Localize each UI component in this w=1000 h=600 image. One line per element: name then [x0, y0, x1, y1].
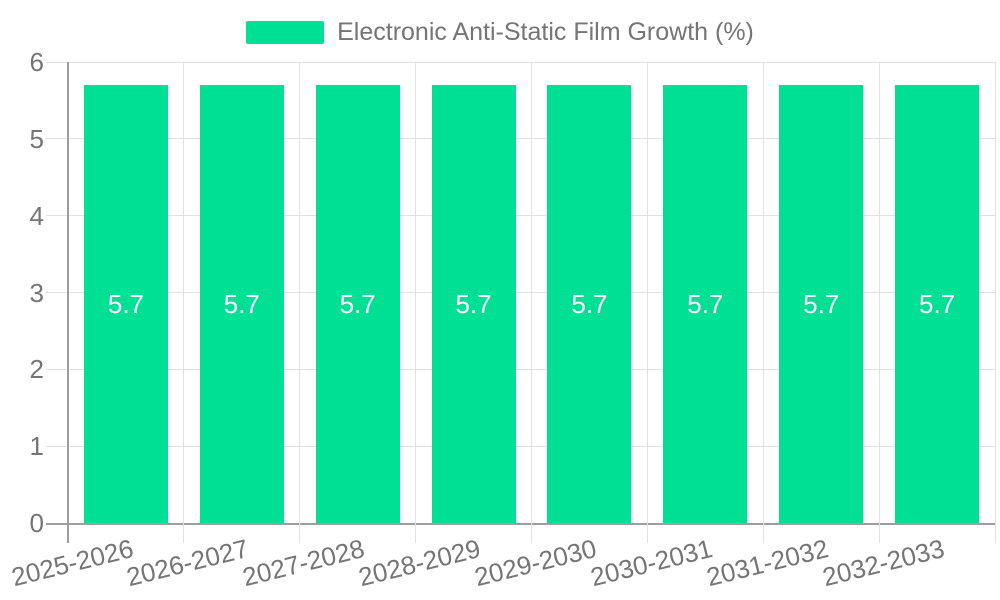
x-gridline [531, 62, 532, 523]
y-axis-tick-label: 2 [29, 354, 44, 385]
x-axis-tick [646, 523, 648, 543]
x-axis-tick [415, 523, 417, 543]
bar[interactable] [663, 85, 748, 523]
y-axis-tick-label: 6 [29, 47, 44, 77]
bar[interactable] [83, 85, 168, 523]
x-axis-tick-label: 2026-2027 [123, 533, 252, 593]
x-gridline [762, 62, 764, 523]
y-axis-line [67, 62, 69, 543]
x-axis-tick [299, 523, 301, 543]
x-gridline [994, 62, 996, 523]
bar-value-label: 5.7 [687, 289, 724, 320]
legend: Electronic Anti-Static Film Growth (%) [0, 18, 1000, 47]
y-axis-tick-label: 3 [29, 277, 44, 308]
bar-value-label: 5.7 [223, 289, 260, 320]
x-axis-line [46, 523, 995, 525]
x-axis-tick-label: 2027-2028 [239, 533, 368, 593]
x-axis-tick [531, 523, 532, 543]
y-axis-tick-label: 4 [29, 200, 44, 231]
y-gridline [46, 215, 995, 217]
x-axis-tick [183, 523, 185, 543]
x-axis-tick [762, 523, 764, 543]
bar[interactable] [547, 85, 632, 523]
bar[interactable] [779, 85, 864, 523]
x-axis-tick-label: 2029-2030 [471, 533, 600, 593]
bar-value-label: 5.7 [107, 289, 145, 320]
y-gridline [46, 368, 995, 370]
bar-value-label: 5.7 [803, 289, 840, 320]
y-axis-tick-label: 0 [29, 508, 44, 538]
y-axis-tick-label: 5 [29, 123, 44, 154]
x-axis-tick [994, 523, 996, 543]
x-axis-tick-label: 2028-2029 [355, 533, 484, 593]
x-gridline [415, 62, 417, 523]
y-gridline [46, 292, 995, 293]
x-axis-tick-label: 2031-2032 [703, 533, 832, 593]
x-axis-tick-label: 2032-2033 [819, 533, 948, 593]
bar[interactable] [431, 85, 516, 523]
y-gridline [46, 445, 995, 447]
y-gridline [46, 138, 995, 140]
x-axis-tick-label: 2030-2031 [587, 533, 716, 593]
y-axis-tick-label: 1 [29, 431, 44, 462]
bar-value-label: 5.7 [918, 289, 956, 320]
x-gridline [646, 62, 648, 523]
bar-value-label: 5.7 [339, 289, 376, 320]
x-gridline [878, 62, 880, 523]
bar-value-label: 5.7 [571, 289, 608, 320]
x-axis-tick [878, 523, 880, 543]
legend-item[interactable]: Electronic Anti-Static Film Growth (%) [246, 18, 754, 47]
x-axis-tick-label: 2025-2026 [8, 533, 136, 593]
bar[interactable] [199, 85, 284, 523]
y-gridline [46, 61, 995, 63]
bar[interactable] [895, 85, 980, 523]
bar[interactable] [315, 85, 400, 523]
legend-label: Electronic Anti-Static Film Growth (%) [337, 18, 754, 46]
x-gridline [299, 62, 301, 523]
legend-swatch-icon [246, 21, 325, 44]
x-gridline [183, 62, 185, 523]
bar-value-label: 5.7 [455, 289, 492, 320]
